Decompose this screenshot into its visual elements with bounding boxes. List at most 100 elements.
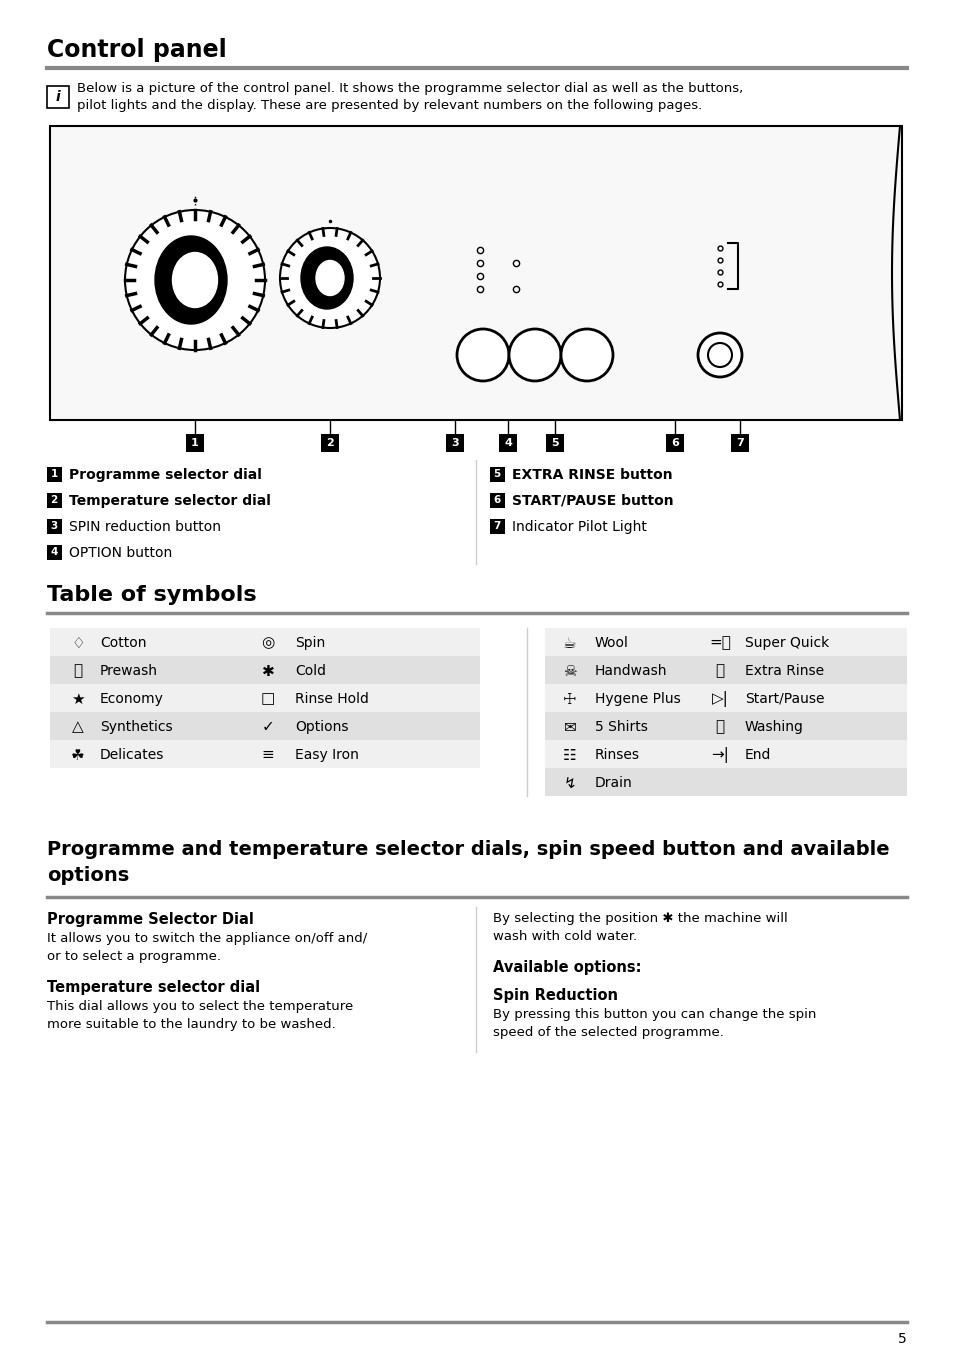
- Circle shape: [707, 343, 731, 366]
- Bar: [490, 519, 504, 534]
- Text: 6: 6: [670, 438, 679, 448]
- Text: 4: 4: [51, 548, 57, 557]
- Ellipse shape: [172, 253, 217, 307]
- Bar: [320, 434, 338, 452]
- Text: →|: →|: [710, 748, 728, 763]
- Text: Temperature selector dial: Temperature selector dial: [47, 980, 260, 995]
- FancyBboxPatch shape: [47, 87, 69, 108]
- Text: 4: 4: [503, 438, 512, 448]
- Text: ☠: ☠: [562, 664, 577, 679]
- Bar: [490, 493, 504, 508]
- Text: Options: Options: [294, 721, 348, 734]
- Text: Prewash: Prewash: [100, 664, 158, 677]
- Text: pilot lights and the display. These are presented by relevant numbers on the fol: pilot lights and the display. These are …: [77, 99, 701, 112]
- Bar: [47, 519, 62, 534]
- Bar: [544, 684, 906, 713]
- Text: Rinse Hold: Rinse Hold: [294, 692, 369, 706]
- Text: Start/Pause: Start/Pause: [744, 692, 823, 706]
- Text: Rinses: Rinses: [595, 748, 639, 763]
- Text: Programme Selector Dial: Programme Selector Dial: [47, 913, 253, 927]
- Text: Temperature selector dial: Temperature selector dial: [69, 493, 271, 508]
- Text: ✓: ✓: [261, 719, 274, 734]
- Bar: [47, 466, 62, 483]
- Text: 1: 1: [191, 438, 198, 448]
- Text: Hygene Plus: Hygene Plus: [595, 692, 680, 706]
- Text: or to select a programme.: or to select a programme.: [47, 950, 221, 963]
- Bar: [490, 466, 504, 483]
- Text: Programme selector dial: Programme selector dial: [69, 468, 262, 483]
- Text: Below is a picture of the control panel. It shows the programme selector dial as: Below is a picture of the control panel.…: [77, 82, 742, 95]
- Text: 5: 5: [551, 438, 558, 448]
- Text: By pressing this button you can change the spin: By pressing this button you can change t…: [493, 1009, 816, 1021]
- Text: 6: 6: [493, 495, 500, 506]
- Text: ▷|: ▷|: [711, 691, 728, 707]
- Bar: [498, 434, 517, 452]
- Text: Extra Rinse: Extra Rinse: [744, 664, 823, 677]
- Text: ⎍: ⎍: [73, 664, 83, 679]
- Bar: [544, 713, 906, 740]
- Circle shape: [280, 228, 379, 329]
- Text: i: i: [55, 91, 60, 104]
- Text: Cotton: Cotton: [100, 635, 147, 650]
- Text: 7: 7: [736, 438, 743, 448]
- Text: It allows you to switch the appliance on/off and/: It allows you to switch the appliance on…: [47, 932, 367, 945]
- Text: ☷: ☷: [562, 748, 577, 763]
- Text: options: options: [47, 867, 129, 886]
- Bar: [47, 545, 62, 560]
- Text: Super Quick: Super Quick: [744, 635, 828, 650]
- Text: 5 Shirts: 5 Shirts: [595, 721, 647, 734]
- Text: Wool: Wool: [595, 635, 628, 650]
- Bar: [50, 740, 479, 768]
- Text: ✱: ✱: [261, 664, 274, 679]
- Text: ◎: ◎: [261, 635, 274, 650]
- Text: Programme and temperature selector dials, spin speed button and available: Programme and temperature selector dials…: [47, 840, 889, 859]
- Text: Table of symbols: Table of symbols: [47, 585, 256, 604]
- Text: ☩: ☩: [562, 691, 577, 707]
- Text: 5: 5: [898, 1332, 906, 1347]
- Text: This dial allows you to select the temperature: This dial allows you to select the tempe…: [47, 1000, 353, 1013]
- Text: Spin Reduction: Spin Reduction: [493, 988, 618, 1003]
- Text: wash with cold water.: wash with cold water.: [493, 930, 637, 942]
- Bar: [544, 740, 906, 768]
- Circle shape: [125, 210, 265, 350]
- Text: Indicator Pilot Light: Indicator Pilot Light: [512, 521, 646, 534]
- Text: Available options:: Available options:: [493, 960, 640, 975]
- Circle shape: [509, 329, 560, 381]
- Text: OPTION button: OPTION button: [69, 546, 172, 560]
- Bar: [544, 768, 906, 796]
- Bar: [544, 656, 906, 684]
- Text: Cold: Cold: [294, 664, 326, 677]
- Text: △: △: [72, 719, 84, 734]
- Text: ★: ★: [71, 691, 85, 707]
- Bar: [50, 713, 479, 740]
- Bar: [446, 434, 463, 452]
- Text: 7: 7: [493, 521, 500, 531]
- Circle shape: [560, 329, 613, 381]
- Text: 2: 2: [326, 438, 334, 448]
- Text: 1: 1: [51, 469, 57, 479]
- Text: more suitable to the laundry to be washed.: more suitable to the laundry to be washe…: [47, 1018, 335, 1032]
- Text: ↯: ↯: [563, 776, 576, 791]
- Ellipse shape: [315, 261, 344, 296]
- Text: □: □: [260, 691, 274, 707]
- Text: EXTRA RINSE button: EXTRA RINSE button: [512, 468, 672, 483]
- Text: 5: 5: [493, 469, 500, 479]
- Text: ⎍: ⎍: [715, 719, 723, 734]
- Bar: [50, 126, 901, 420]
- Bar: [47, 493, 62, 508]
- Bar: [730, 434, 748, 452]
- Text: Drain: Drain: [595, 776, 632, 790]
- Bar: [665, 434, 683, 452]
- Text: ≡: ≡: [261, 748, 274, 763]
- Text: Synthetics: Synthetics: [100, 721, 172, 734]
- Text: Control panel: Control panel: [47, 38, 227, 62]
- Bar: [544, 627, 906, 656]
- Text: ☘: ☘: [71, 748, 85, 763]
- Text: ☕: ☕: [562, 635, 577, 650]
- Text: ✉: ✉: [563, 719, 576, 734]
- Ellipse shape: [154, 237, 227, 324]
- Bar: [186, 434, 204, 452]
- Text: Delicates: Delicates: [100, 748, 164, 763]
- Text: START/PAUSE button: START/PAUSE button: [512, 493, 673, 508]
- Text: ⌖: ⌖: [715, 664, 723, 679]
